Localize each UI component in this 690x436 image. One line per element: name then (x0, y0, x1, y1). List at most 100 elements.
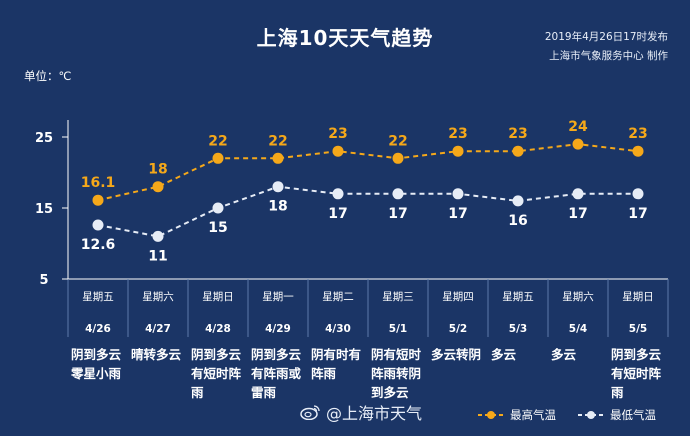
legend-high-marker (478, 411, 504, 419)
y-tick-label: 15 (35, 202, 53, 217)
low-temp-line (97, 185, 638, 238)
day-weather: 阴到多云 零星小雨 (71, 347, 122, 381)
day-weekday: 星期日 (622, 291, 654, 303)
day-weekday: 星期一 (262, 291, 294, 303)
high-temp-label: 22 (208, 133, 227, 149)
high-temp-label: 23 (448, 126, 467, 142)
high-temp-point (152, 181, 164, 193)
legend-high-label: 最高气温 (510, 408, 556, 422)
low-temp-label: 17 (388, 206, 407, 222)
day-weekday: 星期四 (442, 291, 474, 303)
day-weekday: 星期五 (502, 291, 534, 303)
day-weather: 阴到多云 有短时阵 雨 (191, 347, 242, 400)
day-date: 4/27 (145, 323, 171, 335)
high-temp-point (332, 145, 344, 157)
day-column: 星期二 4/30 阴有时有 阵雨 (308, 285, 368, 383)
day-column: 星期日 4/28 阴到多云 有短时阵 雨 (188, 285, 248, 402)
legend-high: 最高气温 (478, 407, 556, 423)
y-tick-label: 25 (35, 131, 53, 146)
high-temp-point (392, 152, 404, 164)
day-column: 星期六 4/27 晴转多云 (128, 285, 188, 364)
legend-low-label: 最低气温 (610, 408, 656, 422)
high-temp-label: 24 (568, 119, 588, 135)
unit-label: 单位：℃ (24, 69, 72, 83)
low-temp-label: 17 (328, 206, 347, 222)
day-weather: 阴有短时 阵雨转阴 到多云 (371, 347, 422, 400)
high-temp-point (92, 194, 104, 206)
day-weather: 多云转阴 (431, 347, 482, 362)
low-temp-point (632, 188, 644, 200)
day-weather: 多云 (491, 347, 517, 362)
day-date: 4/26 (85, 323, 111, 335)
day-weather: 阴到多云 有短时阵 雨 (611, 347, 662, 400)
page-title: 上海10天天气趋势 (256, 26, 434, 50)
day-weather: 晴转多云 (131, 347, 182, 362)
high-temp-label: 22 (388, 133, 407, 149)
day-date: 5/3 (508, 323, 528, 335)
day-date: 5/2 (448, 323, 468, 335)
low-temp-point (92, 219, 104, 231)
high-temp-point (512, 145, 524, 157)
day-column: 星期五 5/3 多云 (488, 285, 548, 364)
day-weekday: 星期五 (82, 291, 114, 303)
day-column: 星期一 4/29 阴到多云 有阵雨或 雷雨 (248, 285, 308, 402)
low-temp-point (212, 202, 224, 214)
day-weekday: 星期二 (322, 291, 354, 303)
y-tick-label: 5 (39, 273, 48, 288)
high-temp-point (632, 145, 644, 157)
day-weather: 阴到多云 有阵雨或 雷雨 (251, 347, 302, 400)
low-temp-label: 12.6 (81, 237, 116, 253)
high-temp-label: 18 (148, 162, 167, 178)
high-temp-point (212, 152, 224, 164)
high-temp-label: 22 (268, 133, 287, 149)
day-date: 4/30 (325, 323, 351, 335)
day-column: 星期日 5/5 阴到多云 有短时阵 雨 (608, 285, 668, 402)
footer-brand: @上海市天气 (300, 400, 422, 424)
high-temp-point (572, 138, 584, 150)
day-weekday: 星期日 (202, 291, 234, 303)
low-temp-point (512, 195, 524, 207)
low-temp-point (572, 188, 584, 200)
day-date: 4/28 (205, 323, 231, 335)
high-temp-label: 23 (628, 126, 647, 142)
low-temp-label: 16 (508, 213, 527, 229)
day-weekday: 星期六 (142, 291, 174, 303)
high-temp-line (97, 143, 639, 202)
day-date: 5/4 (568, 323, 588, 335)
day-column: 星期六 5/4 多云 (548, 285, 608, 364)
high-temp-point (272, 152, 284, 164)
day-weather: 阴有时有 阵雨 (311, 347, 362, 381)
legend-low: 最低气温 (578, 407, 656, 423)
low-temp-label: 17 (628, 206, 647, 222)
day-weekday: 星期六 (562, 291, 594, 303)
low-temp-label: 17 (568, 206, 587, 222)
low-temp-label: 15 (208, 220, 227, 236)
high-temp-label: 23 (508, 126, 527, 142)
high-temp-label: 16.1 (81, 175, 116, 191)
publish-info: 2019年4月26日17时发布 上海市气象服务中心 制作 (545, 28, 668, 66)
day-date: 5/5 (628, 323, 648, 335)
low-temp-label: 11 (148, 248, 167, 264)
day-weather: 多云 (551, 347, 577, 362)
publish-time: 2019年4月26日17时发布 (544, 31, 668, 43)
day-column: 星期五 4/26 阴到多云 零星小雨 (68, 285, 128, 383)
day-column: 星期三 5/1 阴有短时 阵雨转阴 到多云 (368, 285, 428, 402)
publisher: 上海市气象服务中心 制作 (549, 50, 668, 62)
low-temp-point (392, 188, 404, 200)
footer-brand-text: @上海市天气 (326, 404, 423, 423)
low-temp-point (272, 181, 284, 193)
day-weekday: 星期三 (382, 291, 414, 303)
day-column: 星期四 5/2 多云转阴 (428, 285, 488, 364)
low-temp-point (152, 230, 164, 242)
low-temp-point (452, 188, 464, 200)
weibo-icon (300, 404, 320, 421)
legend-low-marker (578, 411, 604, 419)
high-temp-label: 23 (328, 126, 347, 142)
high-temp-point (452, 145, 464, 157)
day-date: 5/1 (388, 323, 408, 335)
low-temp-point (332, 188, 344, 200)
low-temp-label: 18 (268, 199, 287, 215)
day-date: 4/29 (265, 323, 291, 335)
low-temp-label: 17 (448, 206, 467, 222)
